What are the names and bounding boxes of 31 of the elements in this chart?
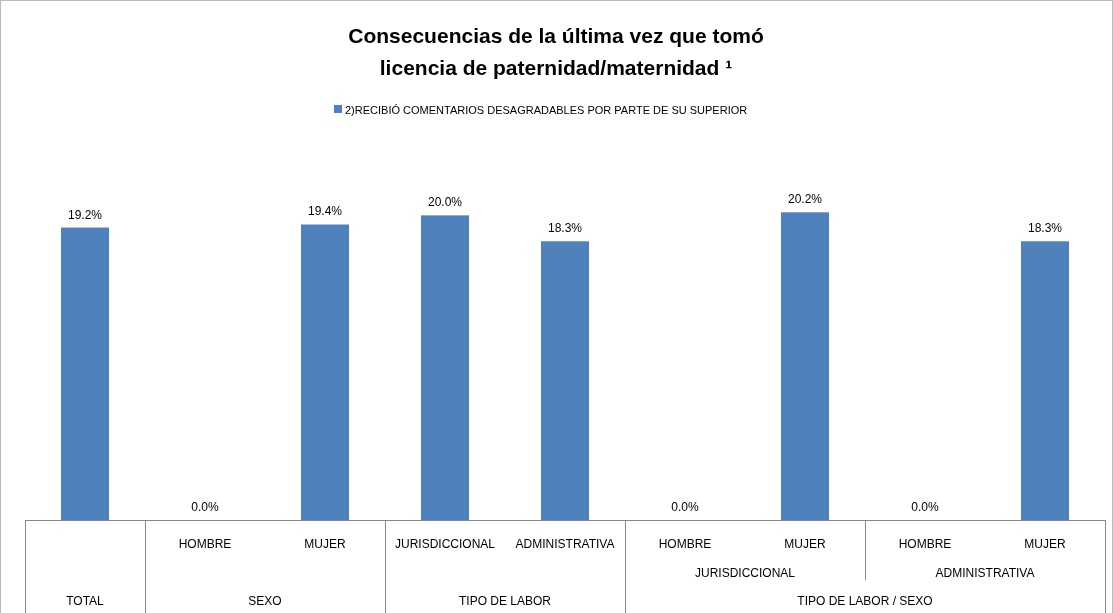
data-label: 0.0% [911, 500, 939, 514]
bar [1021, 241, 1069, 520]
text: TOTAL [66, 594, 105, 608]
text: SEXO [248, 594, 282, 608]
bar [421, 215, 469, 520]
x-tick-label: MUJER [1024, 537, 1066, 551]
x-tick-label: HOMBRE [178, 537, 232, 551]
x-tick-label: ADMINISTRATIVA [515, 537, 615, 551]
bar [301, 224, 349, 520]
bar [61, 227, 109, 520]
data-label: 0.0% [671, 500, 699, 514]
x-tick-label: HOMBRE [898, 537, 952, 551]
data-label: 20.2% [787, 192, 823, 207]
data-label: 0.0% [191, 500, 219, 514]
data-label: 20.0% [427, 195, 463, 210]
data-label: 19.4% [307, 204, 343, 219]
x-tick-label: MUJER [304, 537, 346, 551]
chart-title: Consecuencias de la última vez que tomó licencia de paternidad/maternidad ¹ [348, 24, 764, 79]
x-tick-label: JURISDICCIONAL [394, 537, 496, 551]
bar [781, 212, 829, 520]
x-tick-label: MUJER [784, 537, 826, 551]
bar [541, 241, 589, 520]
data-label: 18.3% [1027, 221, 1063, 236]
text: JURISDICCIONAL [694, 566, 796, 580]
x-tick-label: HOMBRE [658, 537, 712, 551]
legend-label: 2)RECIBIÓ COMENTARIOS DESAGRADABLES POR PARTE DE SU SUPERIOR [345, 104, 748, 116]
text: TIPO DE LABOR / SEXO [797, 594, 933, 608]
text: TIPO DE LABOR [458, 594, 552, 608]
text: ADMINISTRATIVA [935, 566, 1035, 580]
data-label: 19.2% [67, 207, 103, 222]
data-label: 18.3% [547, 221, 583, 236]
